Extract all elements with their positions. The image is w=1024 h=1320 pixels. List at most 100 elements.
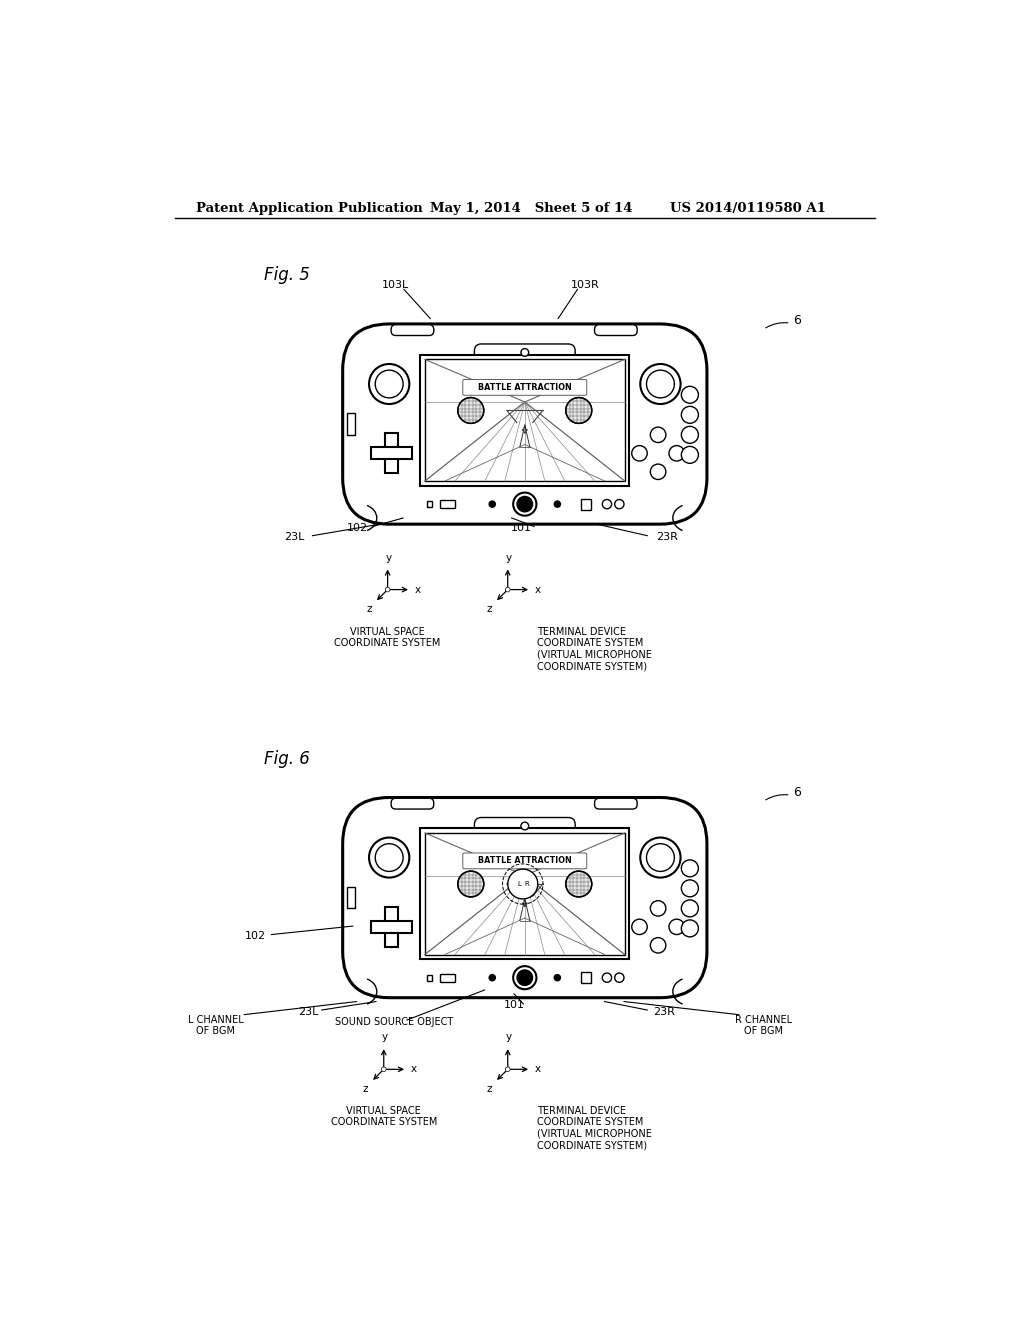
Text: 23L: 23L	[285, 532, 305, 543]
FancyBboxPatch shape	[391, 799, 434, 809]
Text: 103L: 103L	[382, 280, 409, 290]
Text: BATTLE ATTRACTION: BATTLE ATTRACTION	[478, 383, 571, 392]
Bar	[347, 887, 355, 908]
Circle shape	[681, 446, 698, 463]
Text: z: z	[486, 603, 492, 614]
Text: 102: 102	[347, 523, 368, 533]
Bar	[347, 413, 355, 434]
Circle shape	[375, 843, 403, 871]
Text: z: z	[367, 603, 372, 614]
Bar	[372, 447, 412, 459]
Bar	[439, 974, 455, 982]
Text: Patent Application Publication: Patent Application Publication	[197, 202, 423, 215]
Circle shape	[458, 871, 483, 896]
Text: Fig. 5: Fig. 5	[263, 267, 309, 284]
Bar	[420, 829, 630, 960]
Circle shape	[681, 407, 698, 424]
Text: 101: 101	[511, 523, 532, 533]
Text: SOUND SOURCE OBJECT: SOUND SOURCE OBJECT	[335, 1016, 453, 1027]
Text: 101: 101	[504, 1001, 524, 1010]
Circle shape	[632, 919, 647, 935]
Bar	[385, 433, 397, 474]
Bar	[425, 359, 625, 480]
FancyBboxPatch shape	[343, 797, 707, 998]
Bar	[425, 833, 625, 954]
Text: 6: 6	[793, 785, 801, 799]
Circle shape	[566, 397, 592, 424]
Circle shape	[521, 822, 528, 830]
Text: US 2014/0119580 A1: US 2014/0119580 A1	[671, 202, 826, 215]
Text: x: x	[535, 585, 541, 594]
Text: y: y	[385, 553, 391, 562]
Circle shape	[513, 492, 537, 516]
Circle shape	[681, 880, 698, 896]
Text: VIRTUAL SPACE
COORDINATE SYSTEM: VIRTUAL SPACE COORDINATE SYSTEM	[335, 627, 440, 648]
Circle shape	[632, 446, 647, 461]
Circle shape	[602, 499, 611, 508]
Text: May 1, 2014   Sheet 5 of 14: May 1, 2014 Sheet 5 of 14	[430, 202, 633, 215]
Circle shape	[525, 429, 527, 432]
Circle shape	[650, 900, 666, 916]
Bar	[427, 974, 432, 981]
Bar	[420, 355, 630, 486]
Circle shape	[523, 426, 526, 429]
FancyBboxPatch shape	[595, 325, 637, 335]
Circle shape	[508, 869, 538, 899]
Text: Fig. 6: Fig. 6	[263, 750, 309, 768]
Text: VIRTUAL SPACE
COORDINATE SYSTEM: VIRTUAL SPACE COORDINATE SYSTEM	[331, 1106, 437, 1127]
Circle shape	[640, 838, 681, 878]
Text: x: x	[535, 1064, 541, 1074]
Text: 103R: 103R	[570, 280, 600, 290]
Bar	[427, 502, 432, 507]
Text: 23R: 23R	[653, 1007, 675, 1016]
Bar	[385, 907, 397, 946]
Circle shape	[523, 904, 526, 907]
Circle shape	[650, 937, 666, 953]
Circle shape	[650, 465, 666, 479]
Text: x: x	[411, 1064, 417, 1074]
Text: z: z	[486, 1084, 492, 1093]
FancyBboxPatch shape	[474, 345, 575, 360]
FancyBboxPatch shape	[391, 325, 434, 335]
Text: L: L	[517, 880, 521, 887]
Text: y: y	[382, 1032, 388, 1043]
Circle shape	[522, 903, 524, 904]
Circle shape	[369, 838, 410, 878]
Circle shape	[523, 900, 526, 903]
Circle shape	[669, 919, 684, 935]
Bar	[439, 500, 455, 508]
FancyBboxPatch shape	[595, 799, 637, 809]
Circle shape	[513, 966, 537, 989]
Circle shape	[489, 502, 496, 507]
Circle shape	[517, 496, 532, 512]
Bar	[581, 499, 592, 510]
Circle shape	[566, 871, 592, 896]
FancyBboxPatch shape	[343, 323, 707, 524]
Bar	[425, 359, 625, 480]
Circle shape	[646, 843, 675, 871]
Bar	[372, 921, 412, 933]
Text: 6: 6	[793, 314, 801, 326]
Circle shape	[681, 426, 698, 444]
FancyBboxPatch shape	[474, 817, 575, 834]
Circle shape	[506, 587, 510, 591]
Text: R: R	[524, 880, 529, 887]
Circle shape	[369, 364, 410, 404]
Circle shape	[381, 1067, 386, 1072]
Circle shape	[646, 370, 675, 397]
Circle shape	[554, 974, 560, 981]
Circle shape	[506, 1067, 510, 1072]
Circle shape	[614, 973, 624, 982]
Circle shape	[640, 364, 681, 404]
Bar	[581, 973, 592, 983]
Text: 23R: 23R	[655, 532, 678, 543]
Circle shape	[489, 974, 496, 981]
Circle shape	[669, 446, 684, 461]
Text: 102: 102	[246, 931, 266, 941]
Circle shape	[458, 397, 483, 424]
Text: y: y	[506, 1032, 512, 1043]
Text: TERMINAL DEVICE
COORDINATE SYSTEM
(VIRTUAL MICROPHONE
COORDINATE SYSTEM): TERMINAL DEVICE COORDINATE SYSTEM (VIRTU…	[538, 627, 652, 672]
Circle shape	[681, 387, 698, 404]
Circle shape	[521, 348, 528, 356]
Circle shape	[523, 432, 526, 433]
